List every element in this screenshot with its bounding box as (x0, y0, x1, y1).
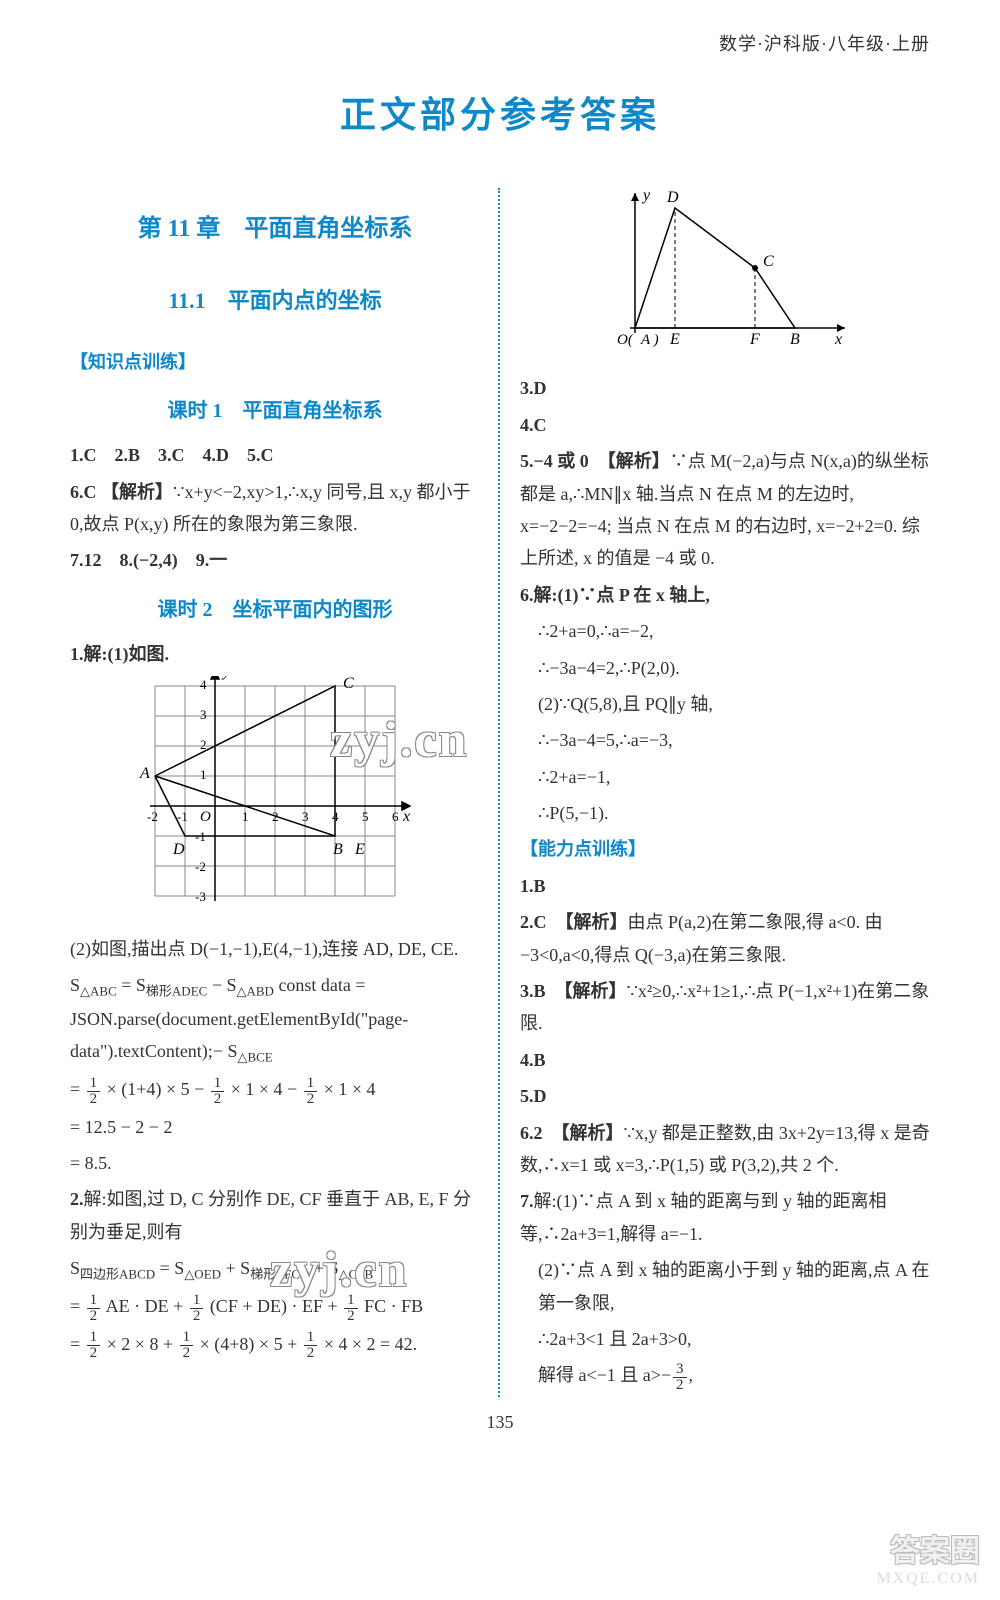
r-q6-l5: ∴P(5,−1). (520, 797, 930, 829)
svg-text:5: 5 (362, 809, 369, 824)
svg-text:-1: -1 (195, 829, 206, 844)
training-tag: 【知识点训练】 (70, 352, 196, 372)
r-q6-l1: ∴−3a−4=2,∴P(2,0). (520, 652, 930, 684)
q2-text: 2.解:如图,过 D, C 分别作 DE, CF 垂直于 AB, E, F 分别… (70, 1183, 480, 1248)
r-3d: 3.D (520, 372, 930, 404)
svg-text:O: O (200, 809, 211, 825)
s-line2: = 12 × (1+4) × 5 − 12 × 1 × 4 − 12 × 1 ×… (70, 1073, 480, 1106)
ability-tag: 【能力点训练】 (520, 839, 646, 859)
q6-block: 6.C 【解析】∵x+y<−2,xy>1,∴x,y 同号,且 x,y 都小于 0… (70, 476, 480, 541)
svg-text:C: C (343, 676, 354, 692)
triangle-figure: O( A ) D C E F B x y (520, 188, 930, 368)
svg-text:3: 3 (200, 707, 207, 722)
svg-text:-2: -2 (195, 859, 206, 874)
svg-text:B: B (790, 331, 800, 348)
q6-tag: 【解析】 (101, 482, 173, 502)
lesson1-title: 课时 1 平面直角坐标系 (70, 393, 480, 429)
svg-text:E: E (669, 331, 680, 348)
svg-text:1: 1 (200, 767, 207, 782)
q6-answer: C (84, 482, 97, 502)
svg-text:B: B (333, 841, 343, 858)
r-b3: 3.B 【解析】∵x²≥0,∴x²+1≥1,∴点 P(−1,x²+1)在第二象限… (520, 975, 930, 1040)
r-4c: 4.C (520, 409, 930, 441)
q6-label: 6. (70, 482, 84, 502)
watermark-2: zyj.cn (270, 1240, 408, 1298)
svg-text:6: 6 (392, 809, 399, 824)
r-q6-head: 6.解:(1)∵点 P 在 x 轴上, (520, 579, 930, 611)
q1-text: 1.解:(1)如图. (70, 638, 480, 670)
book-header: 数学·沪科版·八年级·上册 (70, 30, 930, 56)
r-q6-l0: ∴2+a=0,∴a=−2, (520, 615, 930, 647)
r-q6-l3: ∴−3a−4=5,∴a=−3, (520, 724, 930, 756)
svg-text:4: 4 (200, 677, 207, 692)
svg-text:y: y (221, 676, 231, 680)
r-b7-2: (2)∵点 A 到 x 轴的距离小于到 y 轴的距离,点 A 在第一象限, (520, 1254, 930, 1319)
svg-text:2: 2 (272, 809, 279, 824)
svg-text:-2: -2 (147, 809, 158, 824)
r-b6: 6.2 【解析】∵x,y 都是正整数,由 3x+2y=13,得 x 是奇数,∴x… (520, 1117, 930, 1182)
right-column: O( A ) D C E F B x y 3.D 4.C 5.−4 或 0 【解… (502, 188, 930, 1397)
footer-url: MXQE.COM (876, 1570, 980, 1588)
svg-text:D: D (172, 841, 185, 858)
r-b7-1: 7.解:(1)∵点 A 到 x 轴的距离与到 y 轴的距离相等,∴2a+3=1,… (520, 1185, 930, 1250)
r-b5: 5.D (520, 1080, 930, 1112)
svg-text:E: E (354, 841, 365, 858)
svg-text:A: A (139, 765, 150, 782)
s2-line3: = 12 × 2 × 8 + 12 × (4+8) × 5 + 12 × 4 ×… (70, 1328, 480, 1361)
svg-text:y: y (641, 188, 651, 204)
s-line3: = 12.5 − 2 − 2 (70, 1111, 480, 1143)
s-line1: S△ABC = S梯形ADEC − S△ABD const data = JSO… (70, 969, 480, 1069)
r-b4: 4.B (520, 1044, 930, 1076)
svg-text:D: D (666, 189, 679, 206)
svg-text:O(: O( (617, 332, 634, 348)
r-b1: 1.B (520, 870, 930, 902)
s-line4: = 8.5. (70, 1147, 480, 1179)
footer-watermark: 答案圈 MXQE.COM (876, 1526, 980, 1588)
left-column: 第 11 章 平面直角坐标系 11.1 平面内点的坐标 【知识点训练】 课时 1… (70, 188, 498, 1397)
svg-text:C: C (763, 253, 774, 270)
svg-text:-3: -3 (195, 889, 206, 904)
r-q6-l4: ∴2+a=−1, (520, 761, 930, 793)
lesson2-title: 课时 2 坐标平面内的图形 (70, 592, 480, 628)
r-b2: 2.C 【解析】由点 P(a,2)在第二象限,得 a<0. 由 −3<0,a<0… (520, 906, 930, 971)
answers-line-1: 1.C 2.B 3.C 4.D 5.C (70, 439, 480, 471)
answers-line-7: 7.12 8.(−2,4) 9.一 (70, 544, 480, 576)
svg-text:x: x (402, 808, 410, 825)
svg-text:4: 4 (332, 809, 339, 824)
chapter-title: 第 11 章 平面直角坐标系 (70, 208, 480, 251)
r-q5: 5.−4 或 0 【解析】∵点 M(−2,a)与点 N(x,a)的纵坐标都是 a… (520, 445, 930, 575)
svg-text:2: 2 (200, 737, 207, 752)
section-title: 11.1 平面内点的坐标 (70, 281, 480, 321)
svg-text:3: 3 (302, 809, 309, 824)
watermark-1: zyj.cn (330, 710, 468, 768)
main-title: 正文部分参考答案 (70, 86, 930, 138)
svg-text:1: 1 (242, 809, 249, 824)
svg-text:F: F (749, 331, 760, 348)
r-q6-l2: (2)∵Q(5,8),且 PQ∥y 轴, (520, 688, 930, 720)
svg-text:x: x (834, 331, 842, 348)
footer-brand: 答案圈 (876, 1526, 980, 1570)
r-b7-3: ∴2a+3<1 且 2a+3>0, (520, 1323, 930, 1355)
r-b7-4: 解得 a<−1 且 a>−32, (520, 1359, 930, 1392)
q1b-text: (2)如图,描出点 D(−1,−1),E(4,−1),连接 AD, DE, CE… (70, 933, 480, 965)
page-number: 135 (70, 1412, 930, 1433)
svg-text:-1: -1 (177, 809, 188, 824)
svg-text:A ): A ) (640, 332, 659, 348)
